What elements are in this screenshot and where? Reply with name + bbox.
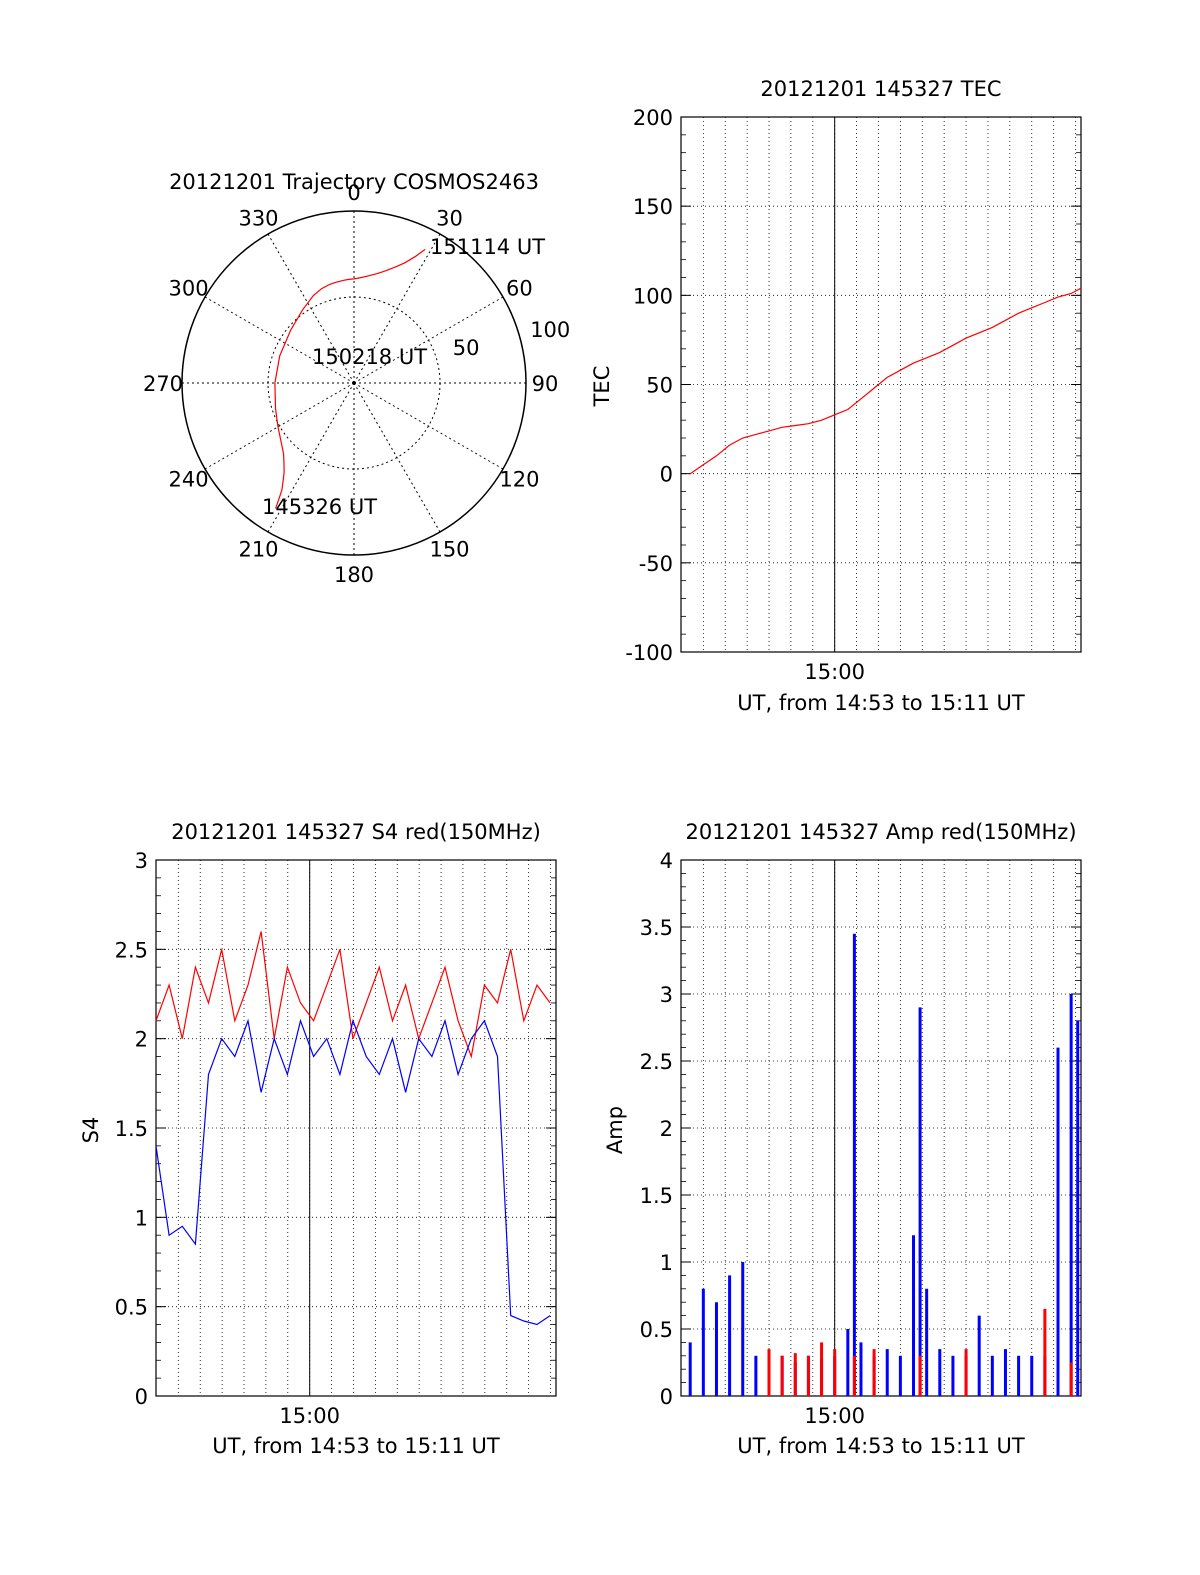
trajectory-track xyxy=(274,248,426,509)
polar-azimuth-label: 30 xyxy=(436,207,463,231)
tec-ytick-label: 150 xyxy=(633,195,673,219)
tec-ytick-label: -100 xyxy=(625,641,673,665)
polar-azimuth-labels: 0 30 60 90 120 150 180 210 240 270 300 330 xyxy=(143,181,558,587)
amp-ytick-label: 0 xyxy=(660,1385,673,1409)
amp-frame xyxy=(680,859,1082,1397)
polar-radial-label: 100 xyxy=(530,318,570,342)
s4-xlabel: UT, from 14:53 to 15:11 UT xyxy=(212,1434,500,1458)
amp-ytick-label: 0.5 xyxy=(640,1318,673,1342)
s4-ylabel: S4 xyxy=(79,1117,103,1144)
amp-ytick-label: 3 xyxy=(660,983,673,1007)
polar-spoke xyxy=(204,296,355,384)
amp-xtick-label: 15:00 xyxy=(804,1404,865,1428)
s4-frame xyxy=(155,859,557,1397)
s4-series-line-1 xyxy=(155,1018,551,1326)
polar-radial-label: 50 xyxy=(453,336,480,360)
tec-xtick-label: 15:00 xyxy=(804,660,865,684)
amp-ylabel: Amp xyxy=(603,1106,627,1154)
s4-series-line-0 xyxy=(155,931,551,1059)
annotation-mid-time: 150218 UT xyxy=(312,345,427,369)
tec-xlabel: UT, from 14:53 to 15:11 UT xyxy=(737,691,1025,715)
amp-plot: 20121201 145327 Amp red(150MHz) 0 0.5 1 1.5… xyxy=(603,820,1082,1458)
polar-azimuth-label: 240 xyxy=(169,468,209,492)
tec-plot: 20121201 145327 TEC -100 -50 0 50 100 150 200 1… xyxy=(590,77,1082,715)
tec-ytick-label: 200 xyxy=(633,106,673,130)
s4-ytick-label: 1 xyxy=(135,1206,148,1230)
tec-ytick-label: -50 xyxy=(639,552,673,576)
s4-xtick-label: 15:00 xyxy=(279,1404,340,1428)
polar-title: 20121201 Trajectory COSMOS2463 xyxy=(169,170,539,194)
tec-axes: -100 -50 0 50 100 150 200 15:00 xyxy=(625,106,1082,684)
s4-axes: 0 0.5 1 1.5 2 2.5 3 15:00 xyxy=(115,849,557,1428)
amp-axes: 0 0.5 1 1.5 2 2.5 3 3.5 4 15:00 xyxy=(640,849,1082,1428)
amp-title: 20121201 145327 Amp red(150MHz) xyxy=(685,820,1076,844)
amp-ytick-label: 4 xyxy=(660,849,673,873)
polar-azimuth-label: 150 xyxy=(429,537,469,561)
polar-azimuth-label: 330 xyxy=(238,207,278,231)
polar-azimuth-label: 60 xyxy=(506,277,533,301)
polar-spoke xyxy=(267,382,355,533)
s4-plot: 20121201 145327 S4 red(150MHz) 0 0.5 1 1.5 2… xyxy=(79,820,557,1458)
polar-grid xyxy=(181,210,527,556)
s4-ytick-label: 2 xyxy=(135,1028,148,1052)
s4-title: 20121201 145327 S4 red(150MHz) xyxy=(171,820,541,844)
amp-ytick-label: 2.5 xyxy=(640,1050,673,1074)
tec-ytick-label: 50 xyxy=(646,374,673,398)
polar-spoke xyxy=(353,233,441,384)
s4-ytick-label: 2.5 xyxy=(115,938,148,962)
polar-azimuth-label: 210 xyxy=(238,537,278,561)
polar-azimuth-label: 90 xyxy=(532,372,559,396)
trajectory-polar-plot: 20121201 Trajectory COSMOS2463 0 30 60 90 12… xyxy=(143,170,570,587)
s4-ytick-label: 1.5 xyxy=(115,1117,148,1141)
amp-ytick-label: 1 xyxy=(660,1251,673,1275)
amp-ytick-label: 1.5 xyxy=(640,1184,673,1208)
tec-ytick-label: 100 xyxy=(633,284,673,308)
amp-series xyxy=(688,933,1080,1396)
tec-series-line xyxy=(689,287,1082,475)
polar-spoke xyxy=(353,296,504,384)
polar-radial-labels: 50 100 xyxy=(453,318,571,360)
tec-frame xyxy=(680,116,1082,653)
amp-ytick-label: 2 xyxy=(660,1117,673,1141)
s4-ytick-label: 3 xyxy=(135,849,148,873)
polar-azimuth-label: 0 xyxy=(347,181,360,205)
polar-azimuth-label: 270 xyxy=(143,372,183,396)
s4-series xyxy=(155,931,551,1326)
polar-spoke xyxy=(267,233,355,384)
polar-azimuth-label: 120 xyxy=(499,468,539,492)
polar-azimuth-label: 180 xyxy=(334,563,374,587)
polar-spoke xyxy=(353,382,441,533)
tec-ytick-label: 0 xyxy=(660,463,673,487)
polar-spoke xyxy=(353,382,504,470)
polar-spoke xyxy=(204,382,355,470)
s4-ytick-label: 0.5 xyxy=(115,1296,148,1320)
annotation-start-time: 145326 UT xyxy=(262,495,377,519)
tec-ylabel: TEC xyxy=(590,366,614,408)
polar-azimuth-label: 300 xyxy=(169,277,209,301)
tec-title: 20121201 145327 TEC xyxy=(760,77,1001,101)
s4-ytick-label: 0 xyxy=(135,1385,148,1409)
annotation-end-time: 151114 UT xyxy=(430,235,545,259)
amp-xlabel: UT, from 14:53 to 15:11 UT xyxy=(737,1434,1025,1458)
amp-ytick-label: 3.5 xyxy=(640,916,673,940)
